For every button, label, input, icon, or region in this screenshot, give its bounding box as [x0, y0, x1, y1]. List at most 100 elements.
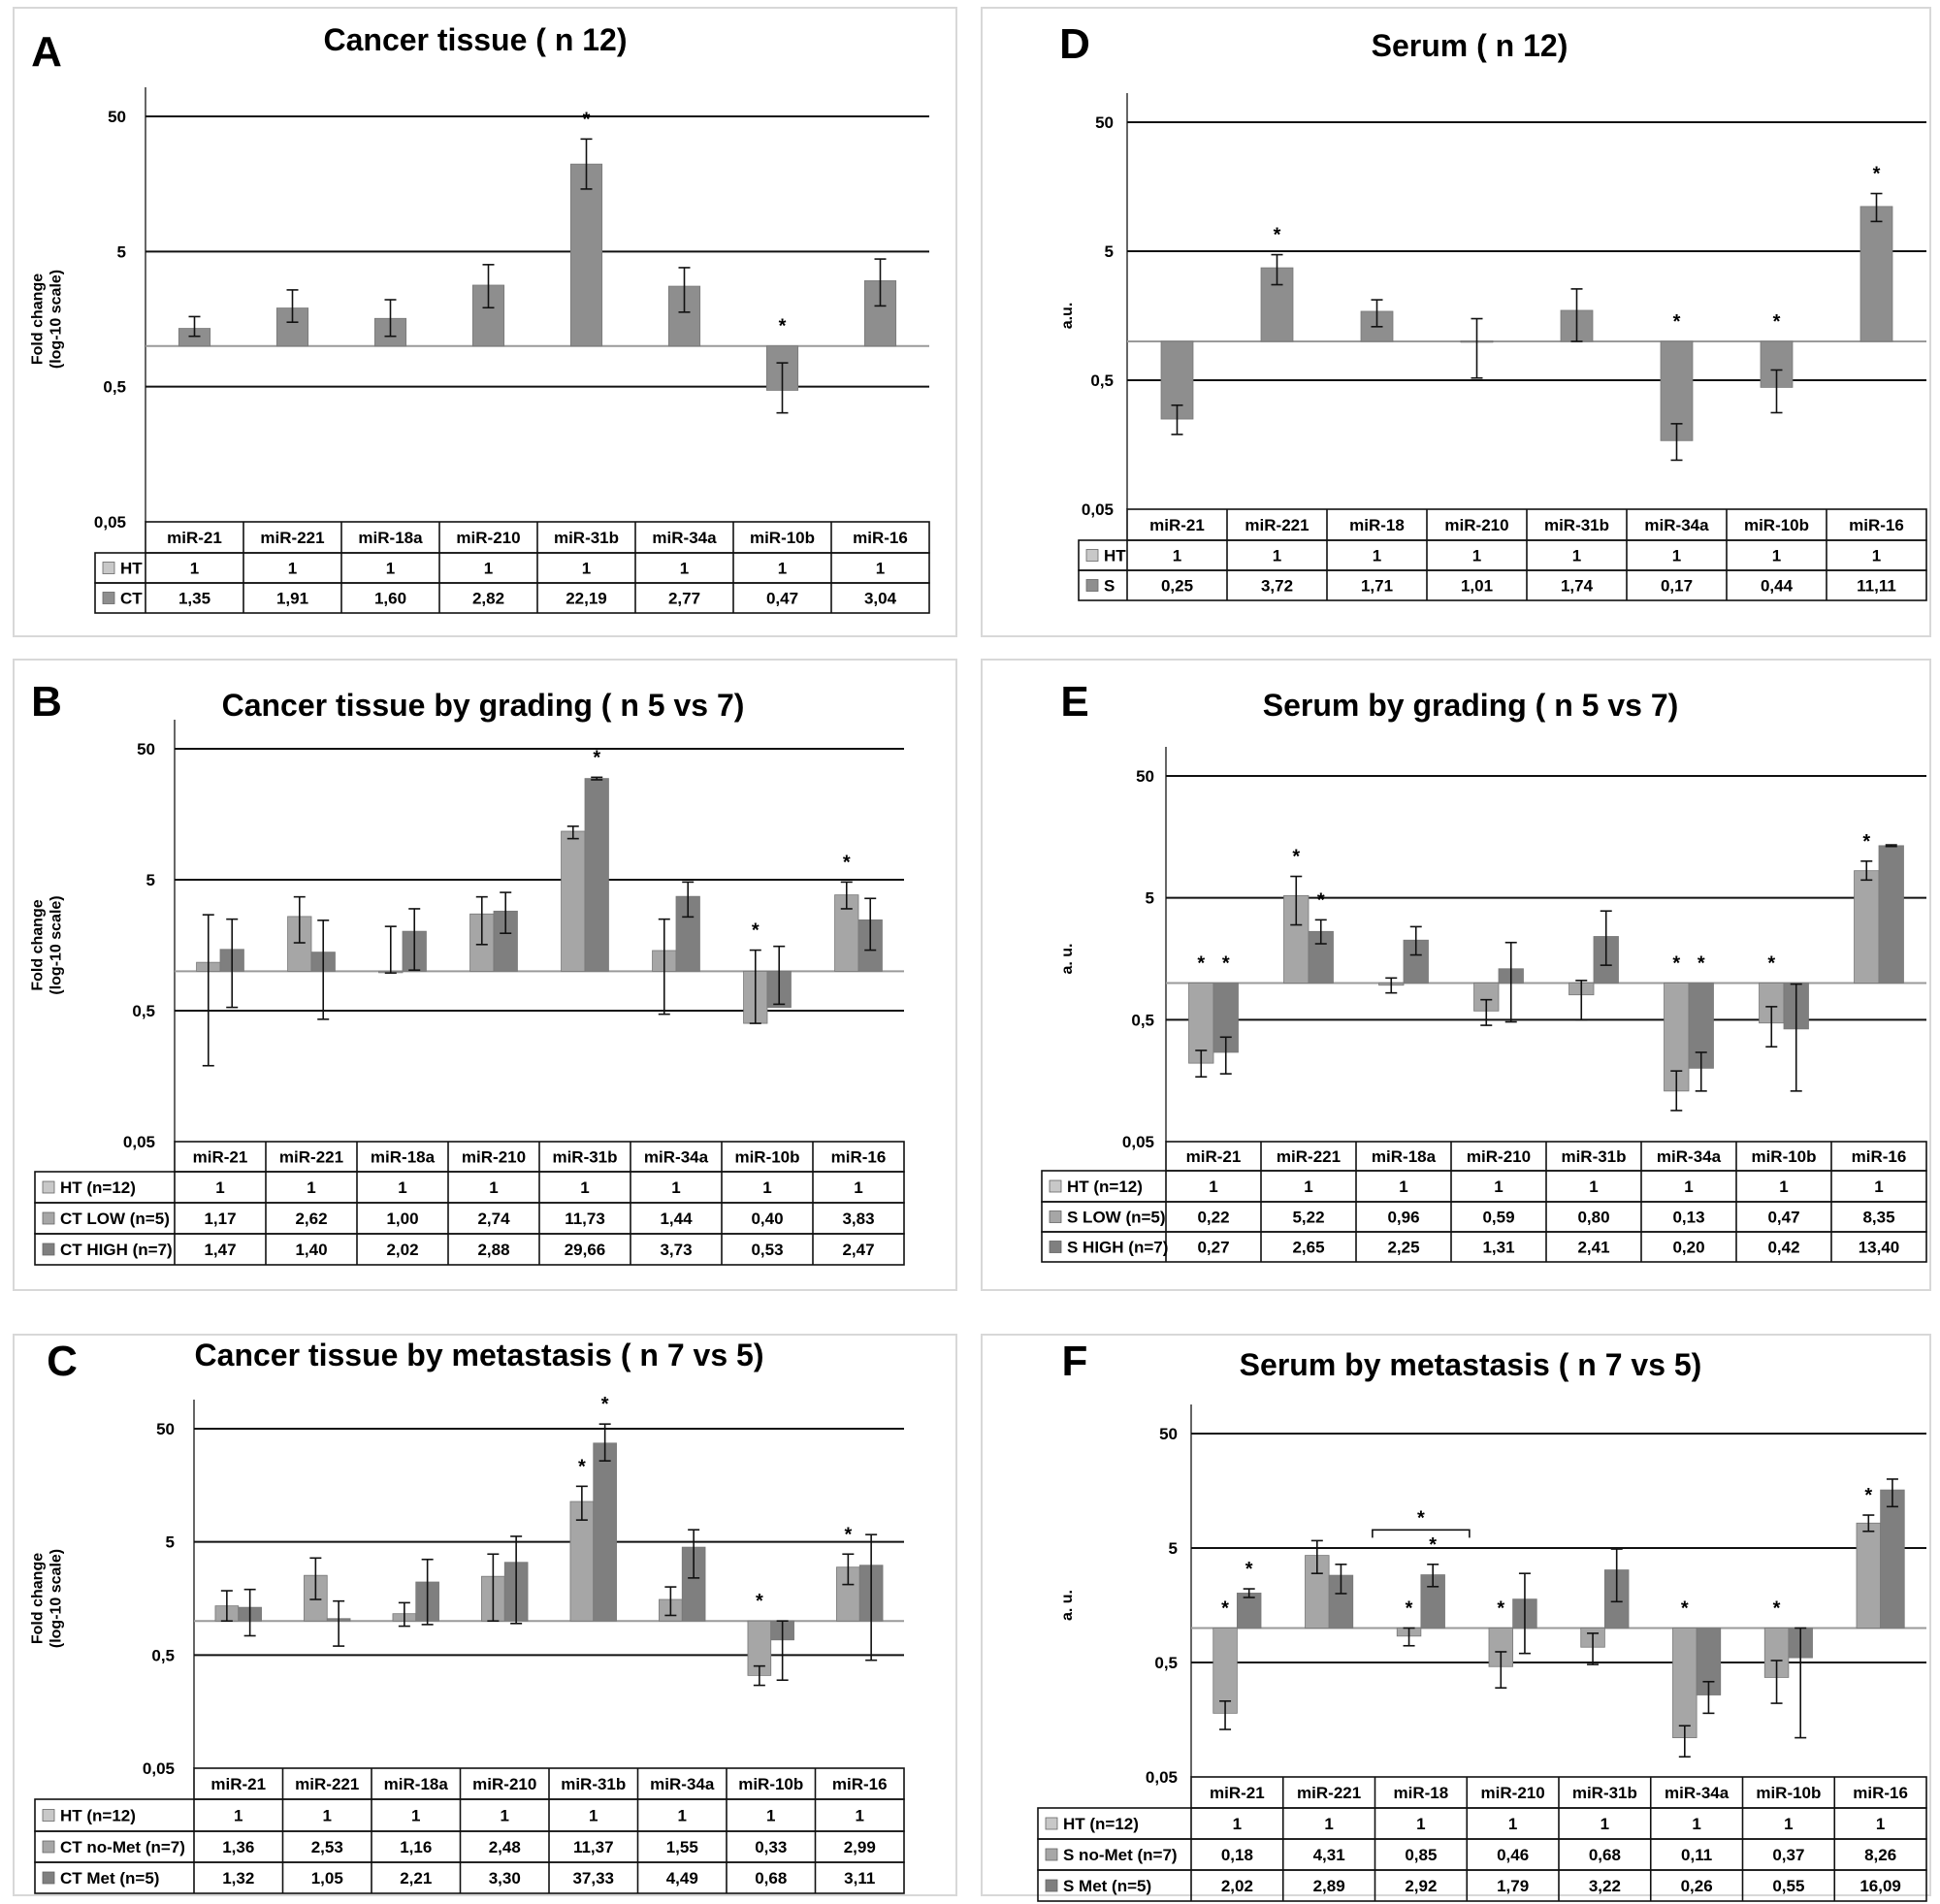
significance-marker: * [752, 920, 760, 942]
table-cell-value: 1 [1273, 547, 1281, 565]
bar [1878, 845, 1904, 984]
significance-marker: * [1222, 953, 1230, 975]
table-cell-value: 0,42 [1767, 1239, 1799, 1257]
table-cell-value: 1 [671, 1178, 680, 1197]
table-cell-value: 3,22 [1589, 1877, 1621, 1895]
y-tick-label: 5 [117, 242, 126, 261]
table-cell-value: 3,11 [844, 1869, 875, 1888]
legend-label: HT (n=12) [1063, 1815, 1139, 1833]
table-cell-value: 2,88 [477, 1241, 509, 1259]
y-tick-label: 50 [137, 740, 155, 758]
y-tick-label: 0,5 [1154, 1654, 1178, 1672]
table-cell-value: 0,44 [1761, 577, 1794, 596]
y-axis-label-line: (log-10 scale) [48, 1549, 65, 1648]
table-row [1037, 1869, 1927, 1902]
y-tick-label: 0,5 [1131, 1011, 1154, 1029]
x-category-label: miR-16 [1849, 516, 1904, 534]
significance-marker: * [843, 852, 851, 873]
x-category-label: miR-10b [750, 529, 815, 547]
legend-swatch [42, 1871, 55, 1885]
x-category-label: miR-34a [644, 1148, 709, 1167]
y-tick-label: 5 [1105, 242, 1114, 261]
table-cell-value: 1 [1304, 1178, 1312, 1196]
legend-swatch [42, 1840, 55, 1854]
table-cell-value: 4,31 [1313, 1846, 1345, 1864]
table-cell-value: 1,71 [1361, 577, 1393, 596]
table-cell-value: 1,47 [204, 1241, 236, 1259]
y-tick-label: 50 [1095, 113, 1114, 132]
table-cell-value: 1 [215, 1178, 224, 1197]
table-cell-value: 2,02 [386, 1241, 418, 1259]
table-cell-value: 1 [1692, 1815, 1700, 1833]
chart-panel-a: A Cancer tissue ( n 12) 0,05 0,5 5 50 Fold cha… [13, 7, 957, 637]
panel-letter: C [47, 1338, 78, 1385]
table-cell-value: 1 [580, 1178, 589, 1197]
bar [593, 1442, 617, 1622]
table-cell-value: 1 [1876, 1815, 1885, 1833]
y-axis-label-line: a. u. [1059, 1590, 1076, 1621]
legend-swatch [1049, 1179, 1062, 1193]
legend-swatch [1085, 549, 1099, 562]
significance-marker: * [844, 1524, 852, 1545]
legend-label: CT no-Met (n=7) [60, 1838, 185, 1856]
significance-marker: * [1406, 1597, 1413, 1619]
table-cell-value: 2,65 [1292, 1239, 1324, 1257]
chart-title: Serum by grading ( n 5 vs 7) [1263, 688, 1679, 723]
table-cell-value: 1 [1209, 1178, 1217, 1196]
y-axis-label-line: (log-10 scale) [48, 270, 65, 369]
x-category-label: miR-18a [1372, 1147, 1437, 1166]
table-cell-value: 1 [766, 1807, 775, 1825]
bar [561, 830, 586, 972]
significance-marker: * [1698, 953, 1705, 975]
table-cell-value: 0,33 [755, 1838, 787, 1856]
table-cell-value: 2,48 [489, 1838, 521, 1856]
table-cell-value: 0,22 [1197, 1209, 1229, 1227]
significance-marker: * [601, 1394, 609, 1415]
x-category-label: miR-34a [1644, 516, 1709, 534]
table-cell-value: 2,89 [1313, 1877, 1345, 1895]
table-cell-value: 1,17 [204, 1210, 236, 1228]
table-cell-value: 0,17 [1661, 577, 1693, 596]
x-category-label: miR-16 [1852, 1147, 1907, 1166]
legend-swatch [1045, 1817, 1058, 1830]
table-cell-value: 13,40 [1859, 1239, 1900, 1257]
legend-swatch [42, 1242, 55, 1256]
panel-letter: E [1060, 678, 1088, 726]
y-tick-label: 50 [108, 108, 126, 126]
table-cell-value: 1 [1589, 1178, 1598, 1196]
table-cell-value: 1 [1472, 547, 1481, 565]
y-tick-label: 50 [156, 1420, 175, 1438]
table-cell-value: 2,41 [1577, 1239, 1609, 1257]
table-cell-value: 8,35 [1862, 1209, 1894, 1227]
table-cell-value: 1,36 [222, 1838, 254, 1856]
significance-marker: * [1245, 1559, 1253, 1580]
significance-marker: * [1873, 164, 1881, 185]
table-cell-value: 1 [1416, 1815, 1425, 1833]
table-cell-value: 2,25 [1387, 1239, 1419, 1257]
panel-frame [981, 7, 1931, 637]
table-cell-value: 1 [856, 1807, 864, 1825]
panel-frame [981, 659, 1931, 1291]
significance-marker: * [1864, 1485, 1872, 1506]
x-category-label: miR-210 [1444, 516, 1508, 534]
panel-letter: A [31, 28, 62, 76]
table-cell-value: 1 [1784, 1815, 1793, 1833]
table-cell-value: 3,83 [842, 1210, 874, 1228]
significance-marker: * [1681, 1597, 1689, 1619]
table-cell-value: 1 [1572, 547, 1581, 565]
x-category-label: miR-34a [650, 1775, 715, 1793]
table-cell-value: 0,68 [1589, 1846, 1621, 1864]
table-cell-value: 4,49 [666, 1869, 698, 1888]
table-cell-value: 0,68 [755, 1869, 787, 1888]
table-cell-value: 2,92 [1405, 1877, 1437, 1895]
legend-label: CT HIGH (n=7) [60, 1241, 173, 1259]
table-cell-value: 1 [398, 1178, 406, 1197]
table-cell-value: 3,73 [660, 1241, 692, 1259]
y-tick-label: 0,5 [103, 378, 126, 397]
y-tick-label: 5 [166, 1533, 175, 1552]
y-tick-label: 50 [1159, 1425, 1178, 1443]
table-cell-value: 1 [1373, 547, 1381, 565]
panel-frame [13, 659, 957, 1291]
table-cell-value: 2,77 [668, 590, 700, 608]
